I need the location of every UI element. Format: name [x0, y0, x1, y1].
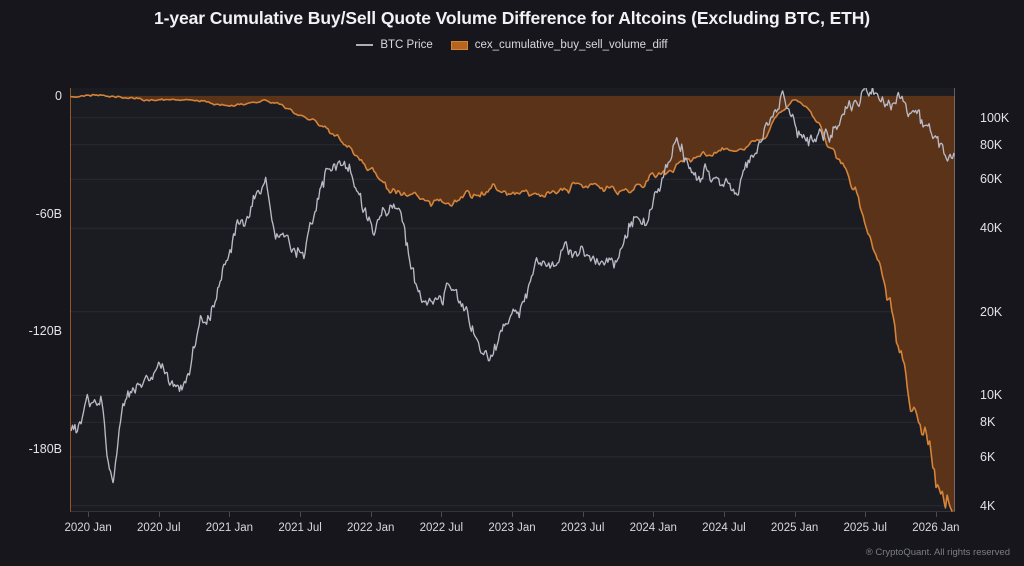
cex-volume-line: [70, 93, 953, 512]
x-axis-tick: 2020 Jan: [64, 522, 112, 534]
y-axis-left: 0 -60B -120B -180B: [0, 0, 62, 566]
y-axis-right-tick: 40K: [980, 221, 1003, 236]
x-axis-tick-mark: [794, 512, 796, 517]
x-axis-tick: 2020 Jul: [137, 522, 181, 534]
x-axis-tick: 2023 Jul: [560, 522, 605, 534]
x-axis-tick-mark: [441, 512, 443, 517]
x-axis-tick: 2022 Jul: [419, 522, 464, 534]
x-axis-tick-mark: [512, 512, 513, 517]
x-axis-tick-mark: [582, 512, 584, 517]
y-axis-right: 100K 80K 60K 40K 20K 10K 8K 6K 4K: [966, 0, 1024, 566]
legend-label-cex-cumulative: cex_cumulative_buy_sell_volume_diff: [474, 39, 668, 51]
legend-label-btc-price: BTC Price: [380, 39, 433, 51]
y-axis-left-tick: -60B: [35, 206, 62, 221]
y-axis-right-tick: 10K: [980, 388, 1003, 403]
y-axis-right-tick: 100K: [980, 110, 1010, 125]
y-axis-right-tick: 80K: [980, 137, 1003, 152]
x-axis-tick-mark: [158, 512, 160, 517]
y-axis-right-tick: 20K: [980, 304, 1003, 319]
y-axis-left-tick: -120B: [28, 324, 62, 339]
chart-legend: BTC Price cex_cumulative_buy_sell_volume…: [0, 39, 1024, 51]
page-title: 1-year Cumulative Buy/Sell Quote Volume …: [153, 8, 871, 28]
x-axis-tick: 2022 Jan: [347, 522, 395, 534]
x-axis-tick-mark: [653, 512, 655, 517]
area-swatch-icon: [450, 40, 468, 50]
x-axis-tick: 2026 Jan: [912, 522, 960, 534]
btc-price-line: [70, 88, 955, 484]
y-axis-right-tick: 8K: [980, 415, 996, 430]
x-axis-tick: 2024 Jul: [702, 522, 746, 534]
x-axis-tick: 2021 Jan: [205, 522, 254, 534]
x-axis-tick-mark: [865, 512, 867, 517]
x-axis-tick-mark: [935, 512, 937, 517]
line-swatch-icon: [356, 44, 374, 46]
x-axis-tick: 2023 Jan: [488, 522, 536, 534]
y-axis-right-tick: 4K: [980, 498, 996, 513]
legend-item-cex-cumulative-buy-sell-volume-diff[interactable]: cex_cumulative_buy_sell_volume_diff: [450, 39, 668, 51]
y-axis-left-tick: -180B: [28, 442, 62, 457]
x-axis-tick-mark: [229, 512, 231, 517]
y-axis-right-tick: 60K: [980, 172, 1003, 187]
x-axis-tick: 2025 Jul: [843, 522, 887, 534]
x-axis-tick: 2021 Jul: [278, 522, 322, 534]
footer-credit: ® CryptoQuant. All rights reserved: [865, 547, 1010, 558]
x-axis-tick-mark: [300, 512, 302, 517]
y-axis-left-tick: 0: [55, 88, 62, 103]
x-axis-tick-mark: [723, 512, 725, 517]
x-axis-tick: 2025 Jan: [770, 522, 819, 534]
x-axis: 2020 Jan 2020 Jul 2021 Jan 2021 Jul 2022 Jan…: [0, 512, 1024, 543]
plot-svg: [70, 88, 955, 512]
x-axis-tick-mark: [370, 512, 372, 517]
legend-item-btc-price[interactable]: BTC Price: [356, 39, 433, 51]
x-axis-tick-mark: [88, 512, 90, 517]
plot-area[interactable]: [70, 88, 955, 512]
x-axis-tick: 2024 Jan: [629, 522, 677, 534]
y-axis-right-tick: 6K: [980, 449, 996, 464]
cex-volume-area: [70, 94, 955, 512]
